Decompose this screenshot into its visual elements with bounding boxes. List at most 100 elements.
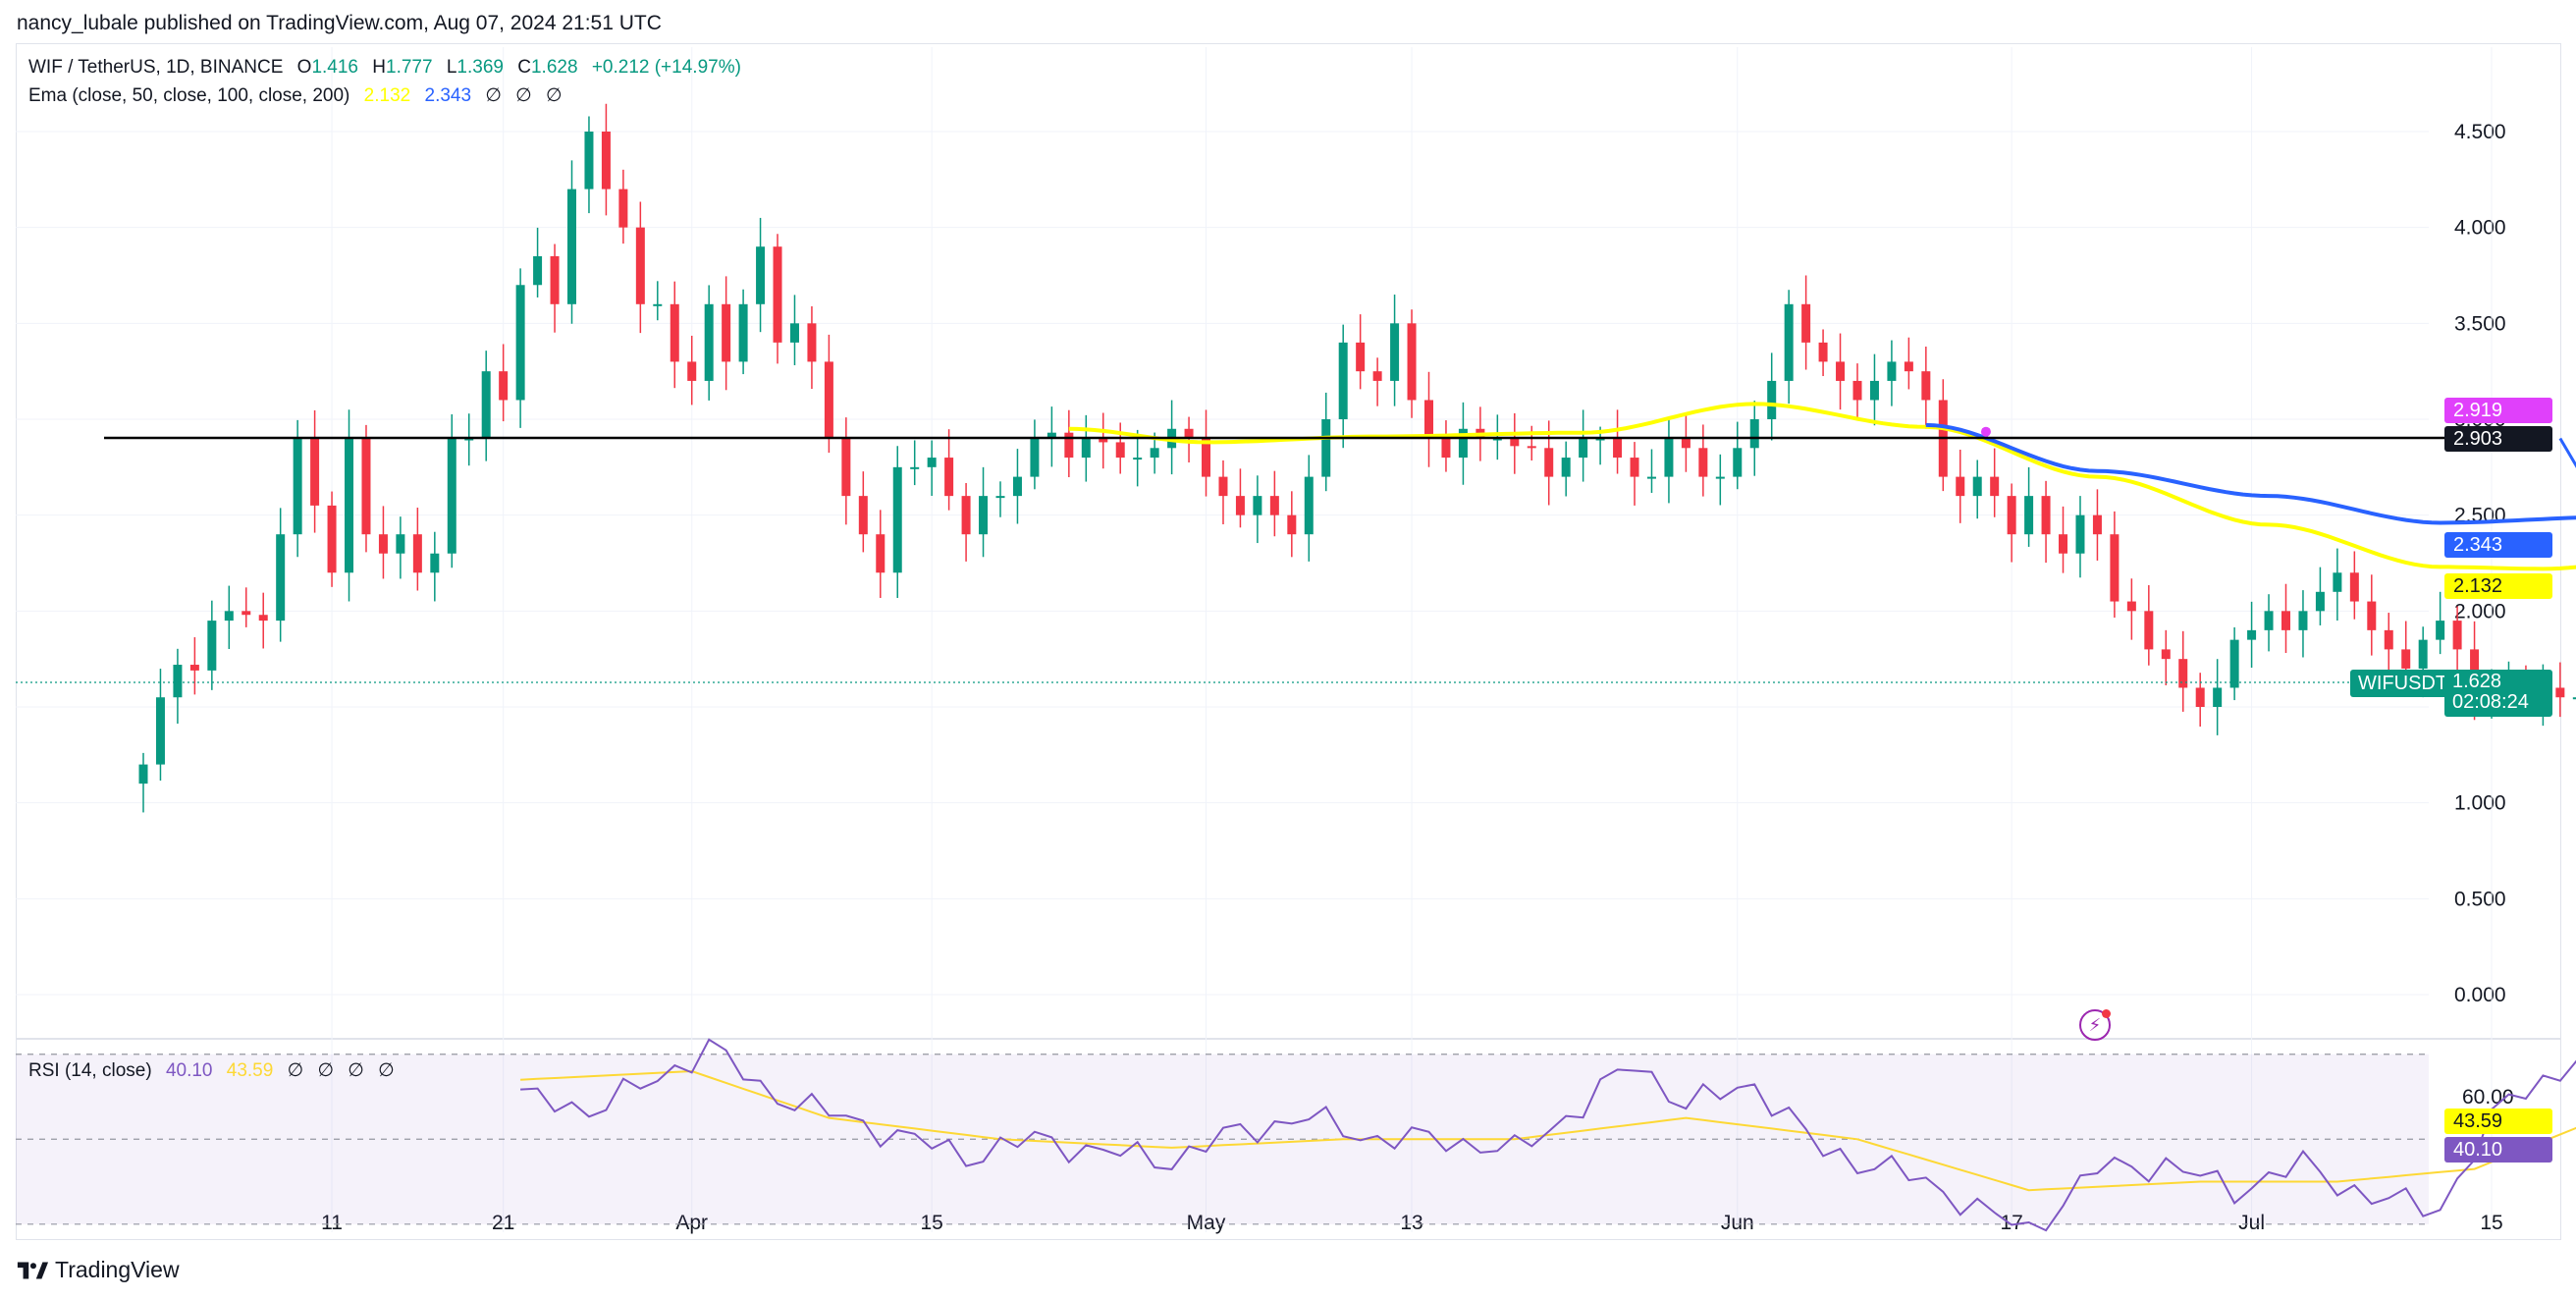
time-tick-label: Jul <box>2238 1212 2265 1234</box>
candle-body <box>1664 438 1674 477</box>
price-tick-label: 0.000 <box>2454 984 2506 1006</box>
time-tick-label: 13 <box>1400 1212 1422 1234</box>
horizontal-level-label: 2.903 <box>2444 426 2552 452</box>
rsi-legend[interactable]: RSI (14, close) 40.10 43.59 ∅ ∅ ∅ ∅ <box>28 1059 395 1082</box>
rsi-title[interactable]: RSI (14, close) <box>28 1060 152 1081</box>
candle-body <box>1784 303 1794 381</box>
candle-body <box>1407 323 1417 401</box>
candle-body <box>1012 476 1022 497</box>
ema100-line <box>1925 422 2576 525</box>
candle-body <box>2247 629 2257 640</box>
candle-body <box>412 534 422 573</box>
candle-body <box>207 621 217 671</box>
ohlc-low: 1.369 <box>456 57 504 78</box>
candle-body <box>276 534 286 622</box>
candle-body <box>2178 659 2188 688</box>
price-tick-label: 4.500 <box>2454 121 2506 143</box>
candle-body <box>1801 303 1811 343</box>
candle-body <box>1869 380 1879 401</box>
candle-body <box>738 303 748 362</box>
candle-body <box>2418 639 2428 669</box>
candle-body <box>1561 458 1571 477</box>
candle-body <box>2195 687 2205 707</box>
candle-body <box>567 189 576 304</box>
ohlc-change: +0.212 (+14.97%) <box>591 57 741 78</box>
time-tick-label: 17 <box>2000 1212 2022 1234</box>
candle-body <box>858 496 868 535</box>
candle-body <box>499 371 509 401</box>
ema-extra-value-2: ∅ <box>546 85 563 106</box>
price-tick-label: 1.000 <box>2454 792 2506 815</box>
ohlc-open-label: O <box>296 57 312 78</box>
candle-body <box>189 665 199 671</box>
rsi-extra-value-1: ∅ <box>287 1060 304 1081</box>
candle-body <box>1904 361 1913 372</box>
price-tick-label: 4.000 <box>2454 217 2506 240</box>
candle-body <box>1441 438 1451 459</box>
symbol-legend[interactable]: WIF / TetherUS, 1D, BINANCE O1.416 H1.77… <box>28 57 741 79</box>
candle-body <box>2572 697 2576 700</box>
ohlc-close: 1.628 <box>530 57 578 78</box>
candle-body <box>224 611 234 622</box>
candle-body <box>1613 438 1623 459</box>
candle-body <box>1956 476 1965 497</box>
candle-body <box>1338 342 1348 419</box>
candle-body <box>1990 476 2000 497</box>
candle-body <box>687 361 697 381</box>
tradingview-brand[interactable]: TradingView <box>55 1257 180 1282</box>
candle-body <box>481 371 491 439</box>
lightning-icon[interactable]: ⚡ <box>2079 1009 2111 1041</box>
candle-body <box>1321 419 1331 477</box>
candle-body <box>2229 639 2239 688</box>
ema-legend[interactable]: Ema (close, 50, close, 100, close, 200) … <box>28 84 563 107</box>
candle-body <box>2281 611 2290 630</box>
candle-body <box>1818 342 1828 362</box>
candle-body <box>1235 496 1245 515</box>
candle-body <box>1030 438 1040 477</box>
candle-body <box>653 303 663 306</box>
pink-marker <box>1980 426 1991 437</box>
candle-body <box>310 438 320 506</box>
candle-body <box>2144 611 2154 650</box>
candle-body <box>1715 476 1725 479</box>
candle-body <box>1527 446 1536 449</box>
rsi-value: 40.10 <box>165 1060 213 1081</box>
candle-body <box>618 189 628 228</box>
candle-body <box>173 665 183 698</box>
candle-body <box>242 611 251 616</box>
candle-body <box>1698 448 1708 477</box>
symbol-title[interactable]: WIF / TetherUS, 1D, BINANCE <box>28 57 284 78</box>
ohlc-open: 1.416 <box>311 57 358 78</box>
candle-body <box>447 438 456 554</box>
candle-body <box>824 361 833 439</box>
time-tick-label: Apr <box>675 1212 708 1234</box>
candle-body <box>155 697 165 765</box>
candle-body <box>2059 534 2068 554</box>
pink-level-label: 2.919 <box>2444 398 2552 423</box>
candle-body <box>1372 371 1382 381</box>
candle-body <box>1646 476 1656 479</box>
candle-body <box>2401 649 2411 669</box>
candle-body <box>979 496 989 535</box>
candle-body <box>378 534 388 554</box>
ohlc-low-label: L <box>446 57 457 78</box>
footer[interactable]: TradingView <box>16 1257 180 1283</box>
chart-frame <box>16 43 2561 1240</box>
candle-body <box>601 132 611 189</box>
candle-body <box>1046 432 1056 439</box>
candle-body <box>1595 438 1605 441</box>
candle-body <box>2349 572 2359 602</box>
projection-drawing <box>2558 437 2576 468</box>
time-tick-label: May <box>1187 1212 1226 1234</box>
rsi-extra-value-4: ∅ <box>378 1060 395 1081</box>
ema-title[interactable]: Ema (close, 50, close, 100, close, 200) <box>28 85 350 106</box>
last-price: 1.628 <box>2452 671 2502 692</box>
candle-body <box>1150 448 1159 459</box>
candle-body <box>1681 438 1690 449</box>
candle-body <box>1115 442 1125 459</box>
candle-body <box>944 458 954 497</box>
candle-body <box>584 132 594 189</box>
candle-body <box>1184 428 1194 439</box>
candle-body <box>327 505 337 573</box>
